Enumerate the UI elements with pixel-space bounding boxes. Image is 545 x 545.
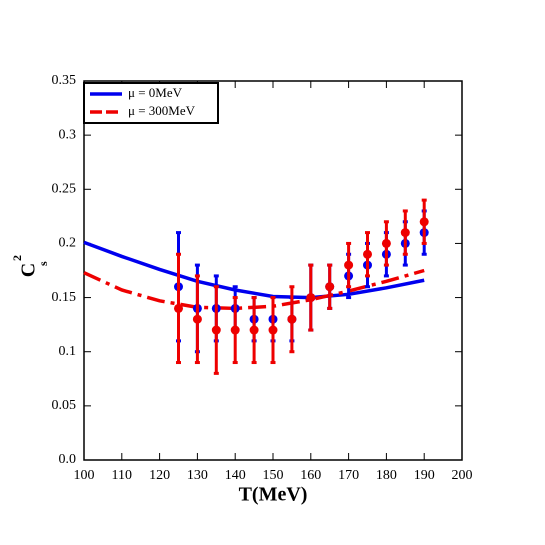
point xyxy=(325,282,335,292)
point xyxy=(249,325,259,335)
x-tick-label: 200 xyxy=(452,468,473,483)
point xyxy=(381,238,391,248)
x-tick-label: 190 xyxy=(414,468,435,483)
y-tick-label: 0.35 xyxy=(52,73,77,88)
point xyxy=(230,325,240,335)
point xyxy=(174,303,183,313)
point xyxy=(344,260,354,270)
y-tick-label: 0.15 xyxy=(52,290,77,305)
x-tick-label: 150 xyxy=(263,468,284,483)
x-tick-label: 130 xyxy=(187,468,208,483)
y-tick-label: 0.2 xyxy=(59,236,77,251)
point xyxy=(192,314,202,324)
y-tick-label: 0.05 xyxy=(52,398,77,413)
legend-box xyxy=(83,82,219,124)
y-axis-label: C s 2 xyxy=(10,255,50,277)
legend-label: μ = 300MeV xyxy=(128,103,196,118)
x-axis-label: T(MeV) xyxy=(239,484,308,506)
point xyxy=(363,249,372,259)
x-tick-label: 110 xyxy=(112,468,132,483)
plot-frame xyxy=(83,80,463,461)
y-tick-label: 0.1 xyxy=(59,344,77,359)
y-tick-label: 0.25 xyxy=(52,182,77,197)
point xyxy=(268,325,278,335)
y-tick-label: 0.0 xyxy=(59,452,77,467)
y-label-sup: 2 xyxy=(10,255,24,261)
x-tick-label: 180 xyxy=(376,468,397,483)
y-label-base: C xyxy=(18,263,40,277)
y-tick-label: 0.3 xyxy=(59,127,77,142)
point xyxy=(287,314,297,324)
point xyxy=(306,293,316,303)
point xyxy=(419,217,429,227)
x-tick-label: 140 xyxy=(225,468,246,483)
x-tick-label: 100 xyxy=(74,468,95,483)
point xyxy=(211,325,221,335)
point xyxy=(400,228,410,238)
y-label-sub: s xyxy=(36,261,50,266)
legend-label: μ = 0MeV xyxy=(128,85,183,100)
x-tick-label: 170 xyxy=(338,468,359,483)
line xyxy=(83,240,425,300)
x-tick-label: 120 xyxy=(149,468,170,483)
x-tick-label: 160 xyxy=(300,468,321,483)
